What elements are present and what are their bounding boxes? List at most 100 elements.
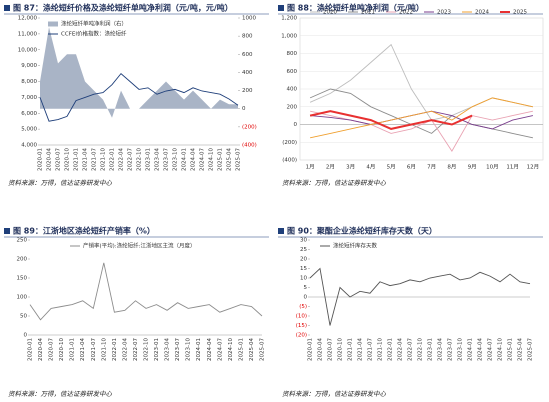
legend-label: 2020 bbox=[323, 10, 337, 16]
plot-frame bbox=[310, 240, 530, 335]
panel-title: 图 89：江浙地区涤纶短纤产销率（%） bbox=[13, 226, 155, 236]
x-tick-label: 2025-01 bbox=[238, 338, 244, 361]
line bbox=[310, 110, 533, 152]
y-tick-label: 10 bbox=[300, 276, 307, 282]
x-tick-label: 7月 bbox=[427, 164, 436, 171]
legend-label: 2025 bbox=[513, 10, 527, 16]
line bbox=[39, 72, 239, 122]
y2-tick-label: (200) bbox=[242, 124, 257, 130]
y-tick-label: (200) bbox=[282, 140, 297, 146]
y-tick-label: (20) bbox=[296, 333, 307, 339]
x-tick-label: 2022-04 bbox=[398, 338, 404, 361]
panel-title: 图 90：聚酯企业涤纶短纤库存天数（天） bbox=[287, 226, 437, 236]
legend-label: CCFEI价格指数：涤纶短纤 bbox=[61, 30, 127, 38]
x-tick-label: 2020-07 bbox=[328, 338, 334, 361]
legend-label: 2024 bbox=[475, 10, 489, 16]
y-tick-label: 200 bbox=[287, 104, 298, 110]
x-tick-label: 2025-04 bbox=[227, 148, 233, 171]
header-marker bbox=[278, 5, 284, 11]
x-tick-label: 2024-10 bbox=[228, 338, 234, 361]
y2-tick-label: (400) bbox=[242, 143, 257, 149]
x-tick-label: 2021-10 bbox=[101, 338, 107, 361]
x-tick-label: 10月 bbox=[486, 164, 499, 171]
line bbox=[309, 267, 531, 326]
y2-tick-label: 0 bbox=[242, 106, 246, 112]
line bbox=[309, 88, 533, 139]
x-tick-label: 2023-01 bbox=[154, 338, 160, 361]
x-tick-label: 2023-07 bbox=[164, 148, 170, 171]
x-tick-label: 2023-04 bbox=[155, 148, 161, 171]
legend-label: 2023 bbox=[437, 10, 451, 16]
x-tick-label: 3月 bbox=[346, 164, 355, 171]
y2-tick-label: 1000 bbox=[242, 16, 256, 22]
x-tick-label: 2025-04 bbox=[518, 338, 524, 361]
x-tick-label: 6月 bbox=[407, 164, 416, 171]
x-tick-label: 2025-04 bbox=[249, 338, 255, 361]
x-tick-label: 2021-07 bbox=[92, 148, 98, 171]
x-tick-label: 2022-07 bbox=[128, 148, 134, 171]
y-tick-label: 800 bbox=[287, 51, 298, 57]
panel-title: 图 88：涤纶短纤单吨净利润（元/吨） bbox=[287, 3, 424, 13]
x-tick-label: 5月 bbox=[387, 164, 396, 171]
header-marker bbox=[4, 5, 10, 11]
y-tick-label: (15) bbox=[296, 323, 307, 329]
y-tick-label: 250 bbox=[17, 238, 28, 244]
y-tick-label: (10) bbox=[296, 314, 307, 320]
y-tick-label: 400 bbox=[287, 87, 298, 93]
header-marker bbox=[278, 228, 284, 234]
y2-tick-label: 400 bbox=[242, 70, 253, 76]
y-tick-label: 200 bbox=[17, 257, 28, 263]
x-tick-label: 2025-07 bbox=[260, 338, 266, 361]
x-tick-label: 2023-01 bbox=[146, 148, 152, 171]
y-tick-label: 600 bbox=[287, 69, 298, 75]
x-tick-label: 2025-07 bbox=[528, 338, 534, 361]
x-tick-label: 2025-01 bbox=[508, 338, 514, 361]
area bbox=[40, 27, 238, 118]
legend-swatch bbox=[48, 21, 58, 27]
x-tick-label: 2023-10 bbox=[458, 338, 464, 361]
legend-label: 2021 bbox=[361, 10, 375, 16]
x-tick-label: 2023-04 bbox=[438, 338, 444, 361]
y-tick-label: 15 bbox=[300, 266, 307, 272]
x-tick-label: 1月 bbox=[306, 164, 315, 171]
x-tick-label: 2024-07 bbox=[217, 338, 223, 361]
x-tick-label: 2024-07 bbox=[488, 338, 494, 361]
y-tick-label: 30 bbox=[300, 238, 307, 244]
y-tick-label: 7,000 bbox=[21, 95, 37, 101]
y-tick-label: 1,200 bbox=[281, 16, 297, 22]
x-tick-label: 2020-10 bbox=[338, 338, 344, 361]
header-marker bbox=[4, 228, 10, 234]
x-tick-label: 2021-07 bbox=[368, 338, 374, 361]
x-tick-label: 11月 bbox=[506, 164, 519, 171]
x-tick-label: 2022-01 bbox=[388, 338, 394, 361]
y-tick-label: 1,000 bbox=[281, 33, 297, 39]
y-tick-label: 50 bbox=[20, 314, 27, 320]
x-tick-label: 2024-04 bbox=[478, 338, 484, 361]
x-tick-label: 2021-07 bbox=[91, 338, 97, 361]
y-tick-label: 100 bbox=[17, 295, 28, 301]
x-tick-label: 2021-01 bbox=[348, 338, 354, 361]
x-tick-label: 2022-01 bbox=[112, 338, 118, 361]
x-tick-label: 2023-10 bbox=[173, 148, 179, 171]
line bbox=[309, 43, 533, 121]
y-tick-label: 9,000 bbox=[21, 63, 37, 69]
legend-label: 2022 bbox=[399, 10, 413, 16]
x-tick-label: 2024-01 bbox=[182, 148, 188, 171]
x-tick-label: 2020-10 bbox=[59, 338, 65, 361]
x-tick-label: 2022-07 bbox=[133, 338, 139, 361]
panel-title: 图 87：涤纶短纤价格及涤纶短纤单吨净利润（元/吨，元/吨） bbox=[13, 3, 233, 13]
y-tick-label: 25 bbox=[300, 247, 307, 253]
x-tick-label: 2022-10 bbox=[144, 338, 150, 361]
x-tick-label: 2024-04 bbox=[191, 148, 197, 171]
x-tick-label: 2021-10 bbox=[101, 148, 107, 171]
x-tick-label: 2020-01 bbox=[308, 338, 314, 361]
x-tick-label: 2020-01 bbox=[38, 148, 44, 171]
y-tick-label: (5) bbox=[299, 304, 307, 310]
x-tick-label: 2022-07 bbox=[408, 338, 414, 361]
x-tick-label: 2020-04 bbox=[318, 338, 324, 361]
x-tick-label: 2021-04 bbox=[83, 148, 89, 171]
x-tick-label: 2021-04 bbox=[358, 338, 364, 361]
legend-label: 产销率(平均):涤纶短纤:江浙地区主流（月度） bbox=[83, 242, 196, 250]
x-tick-label: 2020-04 bbox=[38, 338, 44, 361]
